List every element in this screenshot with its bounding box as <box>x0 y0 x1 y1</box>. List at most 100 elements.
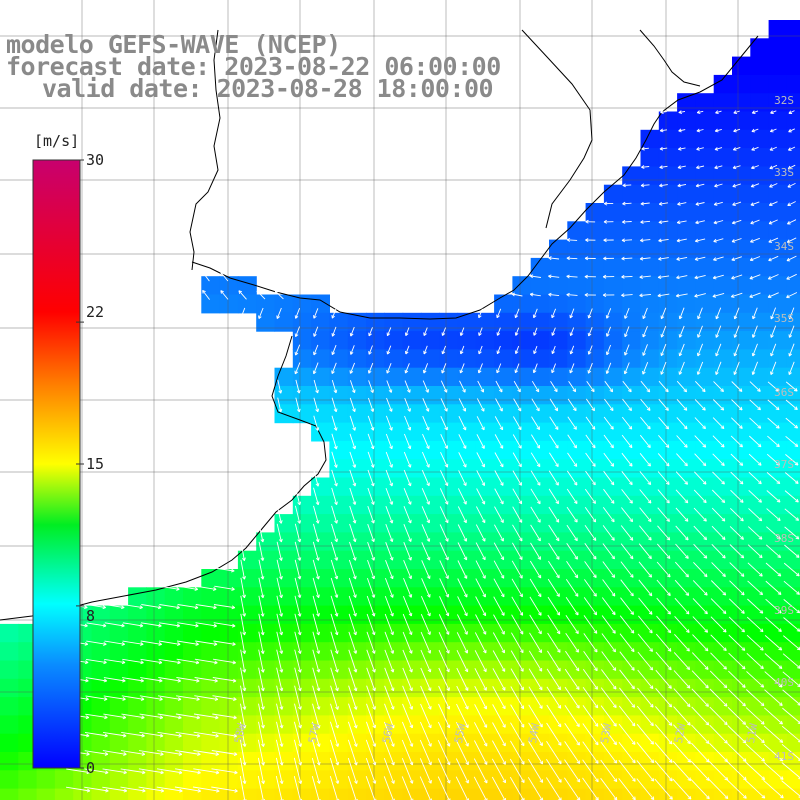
wind-speed-cell <box>91 715 111 735</box>
wind-vector <box>676 399 688 411</box>
wind-speed-cell <box>366 495 385 515</box>
wind-vector <box>781 762 800 780</box>
wind-speed-cell <box>494 294 513 314</box>
wind-vector <box>331 344 337 356</box>
wind-vector <box>584 274 596 279</box>
wind-vector <box>294 559 302 580</box>
wind-speed-cell <box>384 459 404 479</box>
wind-vector <box>529 614 542 635</box>
wind-speed-cell <box>201 752 221 771</box>
wind-vector <box>565 650 580 672</box>
wind-speed-cell <box>530 294 550 314</box>
wind-speed-cell <box>329 752 349 771</box>
wind-vector <box>276 559 283 580</box>
wind-speed-cell <box>640 678 660 698</box>
wind-vector <box>383 721 395 747</box>
wind-speed-cell <box>658 623 678 643</box>
colorbar-units: [m/s] <box>34 132 80 150</box>
wind-speed-cell <box>713 221 733 241</box>
wind-speed-cell <box>274 642 294 662</box>
wind-vector <box>138 768 164 775</box>
wind-vector <box>120 750 146 756</box>
wind-vector <box>368 345 373 355</box>
wind-vector <box>512 452 522 468</box>
wind-vector <box>621 471 633 486</box>
wind-vector <box>367 523 375 543</box>
wind-speed-cell <box>768 678 788 698</box>
wind-vector <box>636 705 654 727</box>
wind-speed-cell <box>420 514 440 533</box>
wind-speed-cell <box>384 569 404 588</box>
wind-vector <box>213 604 236 610</box>
wind-vector <box>783 580 800 595</box>
wind-speed-cell <box>311 678 330 698</box>
wind-speed-cell <box>530 257 550 277</box>
wind-vector <box>513 380 521 393</box>
wind-vector <box>514 345 520 355</box>
wind-speed-cell <box>311 312 330 332</box>
wind-speed-cell <box>768 459 788 479</box>
wind-speed-cell <box>457 788 477 800</box>
wind-speed-cell <box>347 752 367 771</box>
wind-vector <box>311 757 321 784</box>
wind-speed-cell <box>732 56 751 76</box>
wind-speed-cell <box>366 532 385 552</box>
wind-speed-cell <box>713 660 733 680</box>
wind-speed-cell <box>640 514 660 533</box>
wind-speed-cell <box>713 733 733 753</box>
wind-speed-cell <box>402 459 422 479</box>
wind-vector <box>474 740 488 765</box>
wind-vector <box>530 470 541 486</box>
wind-speed-cell <box>347 569 367 588</box>
wind-speed-cell <box>475 495 495 515</box>
wind-vector <box>384 703 395 729</box>
wind-vector <box>294 308 301 319</box>
wind-speed-cell <box>494 550 513 570</box>
wind-speed-cell <box>128 715 147 735</box>
wind-speed-cell <box>567 550 587 570</box>
wind-vector <box>786 292 798 299</box>
wind-vector <box>551 308 557 319</box>
wind-speed-cell <box>36 788 56 800</box>
wind-vector <box>565 596 579 616</box>
wind-vector <box>745 779 766 799</box>
wind-vector <box>349 487 357 505</box>
wind-speed-cell <box>713 93 733 113</box>
wind-speed-cell <box>732 752 751 771</box>
wind-speed-cell <box>786 221 800 241</box>
wind-speed-cell <box>713 770 733 790</box>
wind-vector <box>642 307 648 320</box>
wind-vector <box>529 596 542 616</box>
wind-speed-cell <box>658 495 678 515</box>
wind-vector <box>513 416 522 431</box>
wind-vector <box>673 688 691 708</box>
wind-speed-cell <box>658 678 678 698</box>
wind-vector <box>677 165 686 170</box>
wind-vector <box>384 667 395 692</box>
wind-vector <box>120 768 146 775</box>
wind-vector <box>367 469 375 487</box>
wind-vector <box>192 786 220 793</box>
wind-vector <box>312 685 321 710</box>
wind-speed-cell <box>201 697 221 716</box>
wind-vector <box>678 110 686 115</box>
wind-vector <box>603 416 614 430</box>
wind-speed-cell <box>402 532 422 552</box>
wind-vector <box>194 677 218 683</box>
wind-vector <box>729 544 745 559</box>
wind-speed-cell <box>475 312 495 332</box>
wind-speed-cell <box>750 38 770 58</box>
wind-vector <box>638 543 652 560</box>
wind-vector <box>492 632 505 654</box>
wind-vector <box>695 202 705 206</box>
wind-vector <box>420 631 432 654</box>
wind-vector <box>193 750 219 757</box>
wind-vector <box>636 778 655 800</box>
wind-vector <box>547 596 561 616</box>
wind-vector <box>673 706 691 726</box>
wind-vector <box>731 219 742 225</box>
wind-speed-cell <box>475 404 495 424</box>
wind-speed-cell <box>274 532 294 552</box>
wind-vector <box>564 723 580 746</box>
wind-speed-cell <box>274 294 294 314</box>
